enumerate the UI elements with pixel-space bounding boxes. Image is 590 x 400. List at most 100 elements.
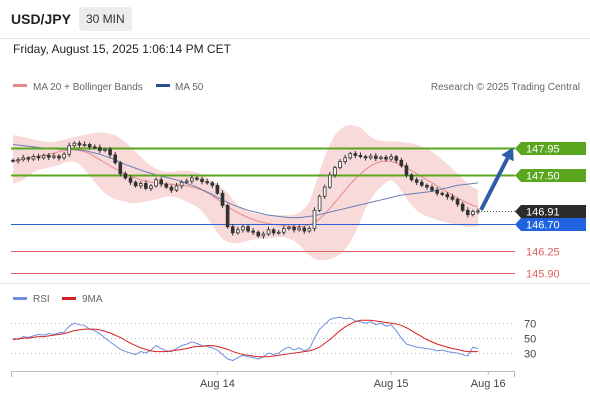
candle-body xyxy=(154,179,158,187)
candle-body xyxy=(368,155,373,159)
candle-body xyxy=(236,229,240,234)
candle-body xyxy=(200,178,204,183)
rsi-ma-line xyxy=(12,319,478,358)
candle-body xyxy=(149,185,153,189)
candle-body xyxy=(123,173,128,179)
candle-body xyxy=(113,154,118,164)
candle-body xyxy=(445,194,450,198)
candle-body xyxy=(179,181,184,187)
candle-body xyxy=(302,227,307,232)
candle-body xyxy=(363,156,368,159)
forecast-arrow-head xyxy=(501,147,514,162)
candle-body xyxy=(328,174,332,188)
candle-body xyxy=(92,146,97,149)
candle-body xyxy=(333,167,337,176)
candle-body xyxy=(414,179,419,183)
candle-body xyxy=(225,205,230,228)
candle-body xyxy=(246,226,250,232)
candle-body xyxy=(440,192,445,195)
candle-body xyxy=(174,185,179,191)
ma50-line xyxy=(12,143,479,219)
ma50-legend-label: MA 50 xyxy=(175,82,204,93)
candle-body xyxy=(261,233,266,237)
price-label: 147.50 xyxy=(526,171,560,183)
candle-body xyxy=(103,148,107,151)
ma50-legend-swatch xyxy=(156,84,170,87)
candle-body xyxy=(317,195,322,211)
candle-body xyxy=(465,209,470,215)
candle-body xyxy=(205,181,209,184)
top-bar: USD/JPY 30 MIN xyxy=(0,0,590,39)
candle-body xyxy=(358,155,363,158)
candle-body xyxy=(31,156,36,160)
candle-body xyxy=(144,183,148,189)
candle-body xyxy=(118,162,123,175)
candle-body xyxy=(36,156,41,159)
candle-body xyxy=(184,180,189,183)
price-label: 146.91 xyxy=(526,207,560,219)
candle-body xyxy=(435,189,439,194)
candle-body xyxy=(230,226,235,234)
bollinger-legend-swatch xyxy=(13,84,27,87)
candle-body xyxy=(271,229,276,234)
rsi-line xyxy=(12,316,479,362)
candle-body xyxy=(430,186,434,191)
candle-body xyxy=(373,155,378,159)
candle-body xyxy=(322,186,327,197)
candle-body xyxy=(282,228,286,233)
candle-body xyxy=(389,156,393,160)
rsi-panel: 70 50 30 xyxy=(11,316,536,362)
candle-body xyxy=(57,155,61,159)
x-axis-ticks: Aug 14 Aug 15 Aug 16 xyxy=(200,371,506,390)
candle-body xyxy=(98,147,102,151)
rsi-tick-label: 50 xyxy=(524,334,536,346)
price-chart: MA 20 + Bollinger Bands MA 50 Research ©… xyxy=(0,82,590,390)
candle-body xyxy=(455,198,460,205)
candle-body xyxy=(133,181,138,187)
candle-body xyxy=(471,211,475,215)
candle-body xyxy=(108,148,112,156)
candle-body xyxy=(82,144,87,146)
candle-body xyxy=(312,209,317,229)
bollinger-legend-label: MA 20 + Bollinger Bands xyxy=(33,82,143,93)
candle-body xyxy=(169,186,174,191)
x-tick-label: Aug 15 xyxy=(374,378,409,390)
candle-body xyxy=(21,157,26,161)
candle-body xyxy=(67,145,72,155)
x-tick-label: Aug 14 xyxy=(200,378,235,390)
candle-body xyxy=(379,156,383,159)
candle-body xyxy=(256,231,261,237)
rsi-legend-label: RSI xyxy=(33,294,50,305)
candle-body xyxy=(72,142,77,147)
candle-body xyxy=(77,142,82,146)
candle-body xyxy=(287,226,291,229)
candle-body xyxy=(307,228,312,232)
candle-body xyxy=(348,153,353,159)
candle-body xyxy=(164,183,169,188)
candle-body xyxy=(11,159,15,162)
candle-body xyxy=(190,177,194,182)
rsi-ma-legend-swatch xyxy=(62,297,76,300)
candle-body xyxy=(353,153,358,156)
instrument-title: USD/JPY xyxy=(11,11,71,27)
candle-body xyxy=(266,229,271,235)
candle-body xyxy=(241,226,245,231)
candle-body xyxy=(210,182,215,186)
candle-body xyxy=(450,196,455,200)
candle-body xyxy=(409,174,414,181)
candle-body xyxy=(52,155,56,158)
candle-body xyxy=(251,230,255,233)
candle-body xyxy=(476,210,480,213)
rsi-tick-label: 30 xyxy=(524,349,536,361)
price-label: 147.95 xyxy=(526,144,560,156)
forecast-arrow-shaft xyxy=(479,157,510,211)
candle-body xyxy=(276,231,281,234)
candle-body xyxy=(16,159,20,162)
timeframe-button[interactable]: 30 MIN xyxy=(79,7,132,31)
candle-body xyxy=(215,184,220,194)
candle-body xyxy=(419,181,424,186)
chart-area: MA 20 + Bollinger Bands MA 50 Research ©… xyxy=(0,64,590,400)
candle-body xyxy=(41,155,46,159)
copyright-text: Research © 2025 Trading Central xyxy=(431,82,580,93)
